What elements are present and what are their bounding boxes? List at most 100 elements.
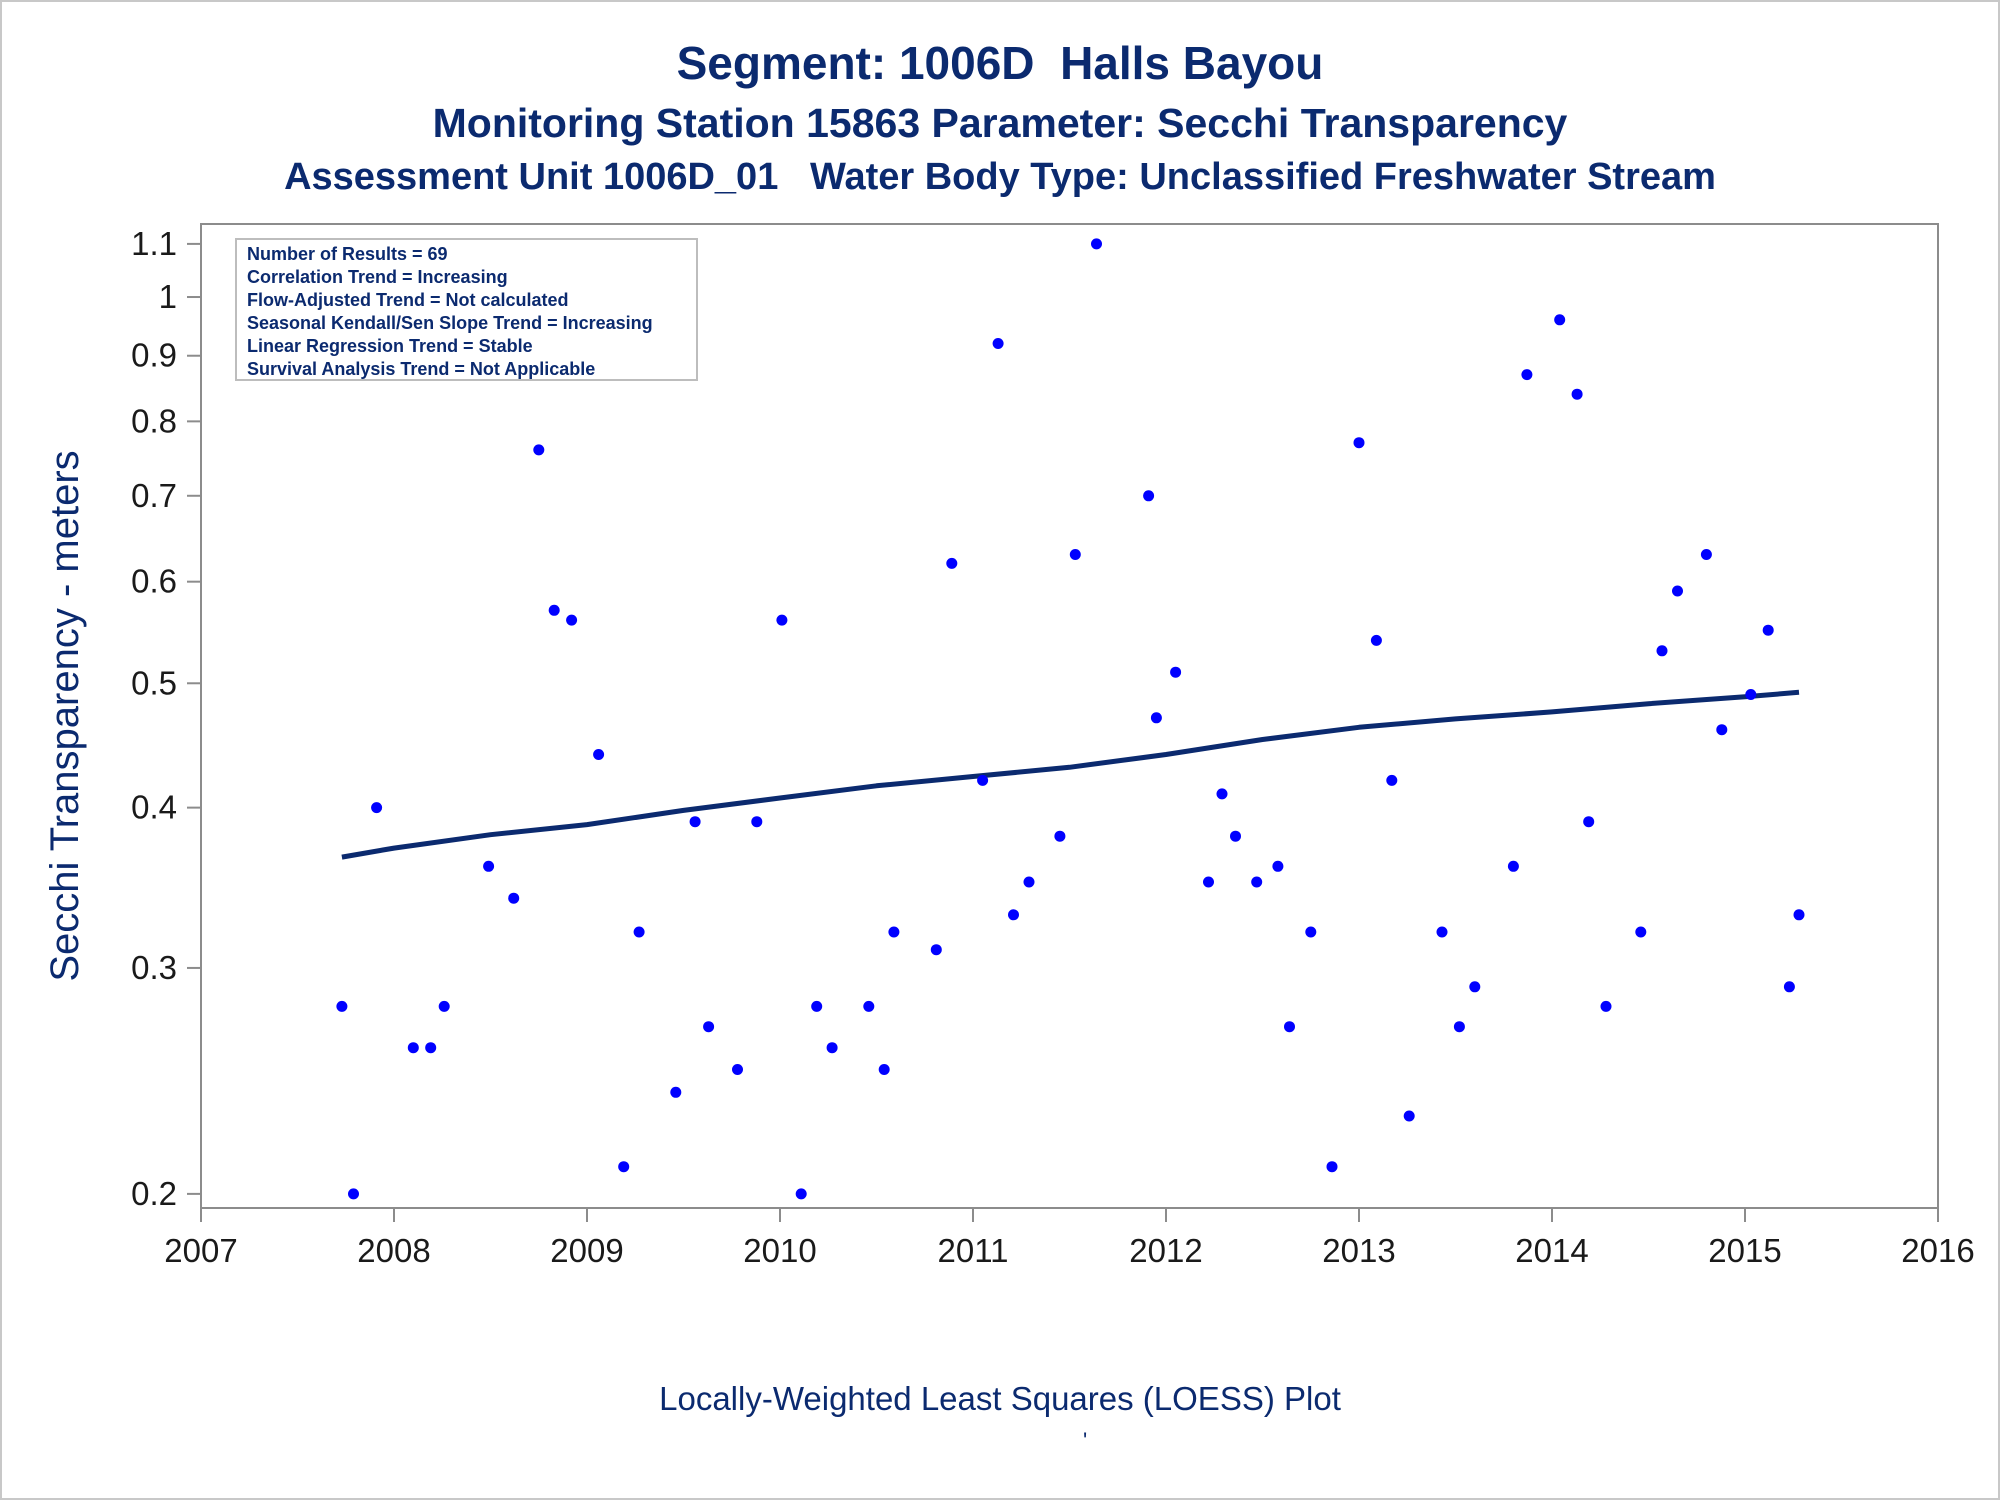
footnote-mark: ' xyxy=(1083,1428,1088,1453)
stats-line: Flow-Adjusted Trend = Not calculated xyxy=(247,290,569,310)
y-tick-label: 0.7 xyxy=(131,477,177,514)
footnote: Locally-Weighted Least Squares (LOESS) P… xyxy=(659,1380,1341,1417)
data-point xyxy=(1453,1021,1465,1033)
plot-border xyxy=(200,223,1939,1209)
x-tick-label: 2011 xyxy=(938,1232,1009,1269)
data-point xyxy=(1571,388,1583,400)
data-point xyxy=(878,1064,890,1075)
y-tick-label: 0.8 xyxy=(131,402,177,439)
stats-box-border xyxy=(235,238,698,381)
data-point xyxy=(425,1042,437,1054)
y-tick-label: 1 xyxy=(159,278,177,315)
data-point xyxy=(732,1064,743,1075)
data-point xyxy=(1284,1021,1295,1033)
data-point xyxy=(776,614,788,626)
x-tick-label: 2013 xyxy=(1322,1232,1395,1269)
loess-curve-group xyxy=(341,689,1800,860)
data-point xyxy=(1150,712,1162,724)
x-tick-label: 2012 xyxy=(1129,1232,1202,1269)
data-point xyxy=(863,1000,875,1012)
x-tick-label: 2008 xyxy=(357,1232,430,1269)
x-tick-label: 2015 xyxy=(1708,1232,1781,1269)
data-point xyxy=(1507,860,1519,872)
stats-line: Survival Analysis Trend = Not Applicable xyxy=(247,359,595,379)
data-point xyxy=(888,926,900,938)
data-point xyxy=(1326,1161,1338,1173)
data-point xyxy=(1762,624,1774,636)
y-axis-label: Secchi Transparency - meters xyxy=(43,450,87,981)
data-point xyxy=(977,774,989,786)
data-point xyxy=(533,444,545,456)
data-point xyxy=(751,816,763,828)
data-point xyxy=(1583,816,1595,828)
y-tick-label: 0.2 xyxy=(131,1175,177,1212)
data-point xyxy=(930,944,942,956)
data-point xyxy=(703,1021,715,1033)
stats-line: Correlation Trend = Increasing xyxy=(247,267,508,287)
data-point xyxy=(670,1086,682,1098)
x-tick-label: 2010 xyxy=(743,1232,816,1269)
data-point xyxy=(483,860,495,872)
stats-line: Number of Results = 69 xyxy=(247,244,448,264)
data-point xyxy=(633,926,645,938)
y-tick-label: 1.1 xyxy=(131,225,177,262)
data-point xyxy=(1091,238,1102,250)
loess-line xyxy=(341,689,1800,860)
data-point xyxy=(438,1000,450,1012)
y-tick-label: 0.6 xyxy=(131,563,177,600)
y-tick-label: 0.5 xyxy=(131,664,177,701)
data-point xyxy=(1203,876,1214,888)
data-point xyxy=(1403,1110,1415,1122)
plot-area xyxy=(200,223,1939,1209)
data-point xyxy=(1672,585,1683,597)
data-point xyxy=(1251,876,1263,888)
data-point xyxy=(1793,909,1805,921)
chart-subtitle: Monitoring Station 15863 Parameter: Secc… xyxy=(432,100,1568,146)
chart-subtitle-2: Assessment Unit 1006D_01 Water Body Type… xyxy=(284,156,1716,198)
y-axis: 0.2 0.3 0.4 0.5 0.6 0.7 0.8 0.9 1 1.1 xyxy=(131,225,201,1212)
data-point xyxy=(593,749,605,760)
x-tick-label: 2007 xyxy=(164,1232,237,1269)
data-point xyxy=(371,802,383,814)
data-point xyxy=(1521,369,1533,381)
data-point xyxy=(566,614,578,626)
data-point xyxy=(689,816,701,828)
y-tick-label: 0.3 xyxy=(131,949,177,986)
data-point xyxy=(1656,645,1668,657)
y-tick-label: 0.9 xyxy=(131,337,177,374)
data-point xyxy=(1370,634,1382,646)
x-tick-label: 2014 xyxy=(1515,1232,1588,1269)
data-point xyxy=(1436,926,1448,938)
data-point xyxy=(1069,549,1081,560)
data-point xyxy=(1716,724,1728,736)
stats-box: Number of Results = 69 Correlation Trend … xyxy=(235,238,698,381)
data-point xyxy=(1353,437,1365,449)
data-point xyxy=(508,892,520,904)
data-point xyxy=(1635,926,1647,938)
x-tick-label: 2009 xyxy=(550,1232,623,1269)
x-tick-label: 2016 xyxy=(1901,1232,1974,1269)
data-point xyxy=(1143,490,1155,502)
data-point xyxy=(1745,689,1757,700)
data-point xyxy=(336,1000,348,1012)
data-point xyxy=(992,338,1004,349)
data-point xyxy=(1008,909,1019,921)
data-point xyxy=(795,1188,807,1200)
data-point xyxy=(407,1042,419,1054)
data-point xyxy=(1272,860,1284,872)
data-point xyxy=(1700,549,1712,560)
data-point xyxy=(1386,774,1398,786)
data-point xyxy=(826,1042,838,1054)
stats-line: Linear Regression Trend = Stable xyxy=(247,336,533,356)
data-point xyxy=(548,604,560,616)
chart-title: Segment: 1006D Halls Bayou xyxy=(676,37,1324,89)
data-points xyxy=(336,238,1805,1200)
data-point xyxy=(348,1188,359,1200)
data-point xyxy=(811,1000,823,1012)
data-point xyxy=(1600,1000,1612,1012)
y-tick-label: 0.4 xyxy=(131,789,177,826)
data-point xyxy=(1469,981,1481,993)
data-point xyxy=(1230,830,1241,842)
